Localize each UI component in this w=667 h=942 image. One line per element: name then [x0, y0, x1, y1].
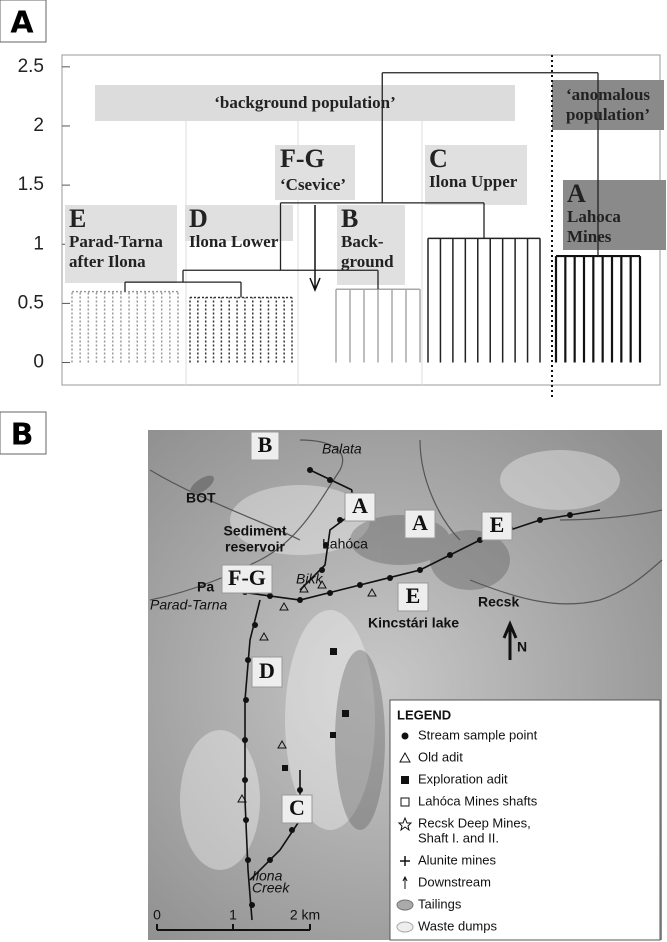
marker-letter: F-G: [280, 144, 325, 173]
y-tick-label: 0.5: [18, 292, 44, 313]
y-tick-label: 1.5: [18, 174, 44, 195]
legend-label: Waste dumps: [418, 918, 497, 933]
cluster-name: Back-: [341, 232, 384, 251]
dendrogram: 0 0.5 1 1.5 2 2.5 ‘background population’ ‘anom…: [18, 55, 666, 398]
map-label: Creek: [252, 880, 290, 896]
map-label: Parad-Tarna: [150, 597, 228, 613]
map-label: reservoir: [225, 539, 285, 555]
legend-label: Alunite mines: [418, 852, 497, 867]
y-tick-label: 0: [33, 352, 44, 373]
scale-label: 1: [229, 907, 237, 923]
cluster-letter: A: [567, 179, 586, 208]
legend-symbol: [402, 733, 409, 740]
map-label: Bikk: [296, 571, 323, 587]
legend-label: Exploration adit: [418, 771, 508, 786]
map-label: Lahóca: [322, 536, 368, 552]
cluster-name: Mines: [567, 227, 612, 246]
map-label: Kincstári lake: [368, 615, 459, 631]
map-label: E: [406, 583, 421, 608]
map-label: A: [352, 493, 368, 518]
legend-label: Old adit: [418, 749, 463, 764]
cluster-name: Ilona Upper: [429, 172, 518, 191]
map-label: Sediment: [223, 523, 286, 539]
cluster-letter: E: [69, 204, 86, 233]
population-label: ‘background population’: [214, 93, 396, 112]
map-label: Recsk: [478, 594, 519, 610]
cluster-name: Parad-Tarna: [69, 232, 163, 251]
map-label: Pa: [197, 579, 214, 595]
y-tick-label: 1: [33, 233, 44, 254]
scale-label: 2 km: [290, 907, 320, 923]
legend-label: Stream sample point: [418, 727, 538, 742]
scale-label: 0: [153, 907, 161, 923]
cluster-name: Lahoca: [567, 207, 621, 226]
y-tick-label: 2: [33, 115, 44, 136]
map-label: N: [517, 639, 527, 655]
legend-label: Shaft I. and II.: [418, 830, 499, 845]
cluster-name: ground: [341, 252, 394, 271]
map-label: F-G: [228, 565, 266, 590]
marker-arrow: [310, 205, 320, 290]
map-label: BOT: [186, 490, 216, 506]
cluster-letter: C: [429, 144, 448, 173]
map-label: E: [490, 512, 505, 537]
figure: A 0 0.5 1 1.5 2 2.5 ‘background population’ ‘an…: [0, 0, 667, 942]
cluster-letter: B: [341, 204, 358, 233]
map-label: A: [412, 510, 428, 535]
map-label: C: [289, 795, 305, 820]
map-label: B: [258, 432, 273, 457]
legend-symbol: [397, 922, 413, 932]
legend-symbol: [401, 776, 409, 784]
cluster-letter: D: [189, 204, 208, 233]
legend-label: Tailings: [418, 896, 462, 911]
cluster-name: Ilona Lower: [189, 232, 279, 251]
legend-label: Downstream: [418, 874, 491, 889]
cluster-name: after Ilona: [69, 252, 146, 271]
map-label: Balata: [322, 441, 362, 457]
panel-label: B: [11, 418, 34, 453]
y-tick-label: 2.5: [18, 56, 44, 77]
legend-title: LEGEND: [397, 707, 451, 722]
legend-symbol: [397, 900, 413, 910]
panel-label: A: [10, 6, 34, 41]
map-label: D: [259, 658, 275, 683]
marker-name: ‘Csevice’: [280, 175, 346, 194]
legend-label: Lahóca Mines shafts: [418, 793, 538, 808]
legend-label: Recsk Deep Mines,: [418, 815, 531, 830]
